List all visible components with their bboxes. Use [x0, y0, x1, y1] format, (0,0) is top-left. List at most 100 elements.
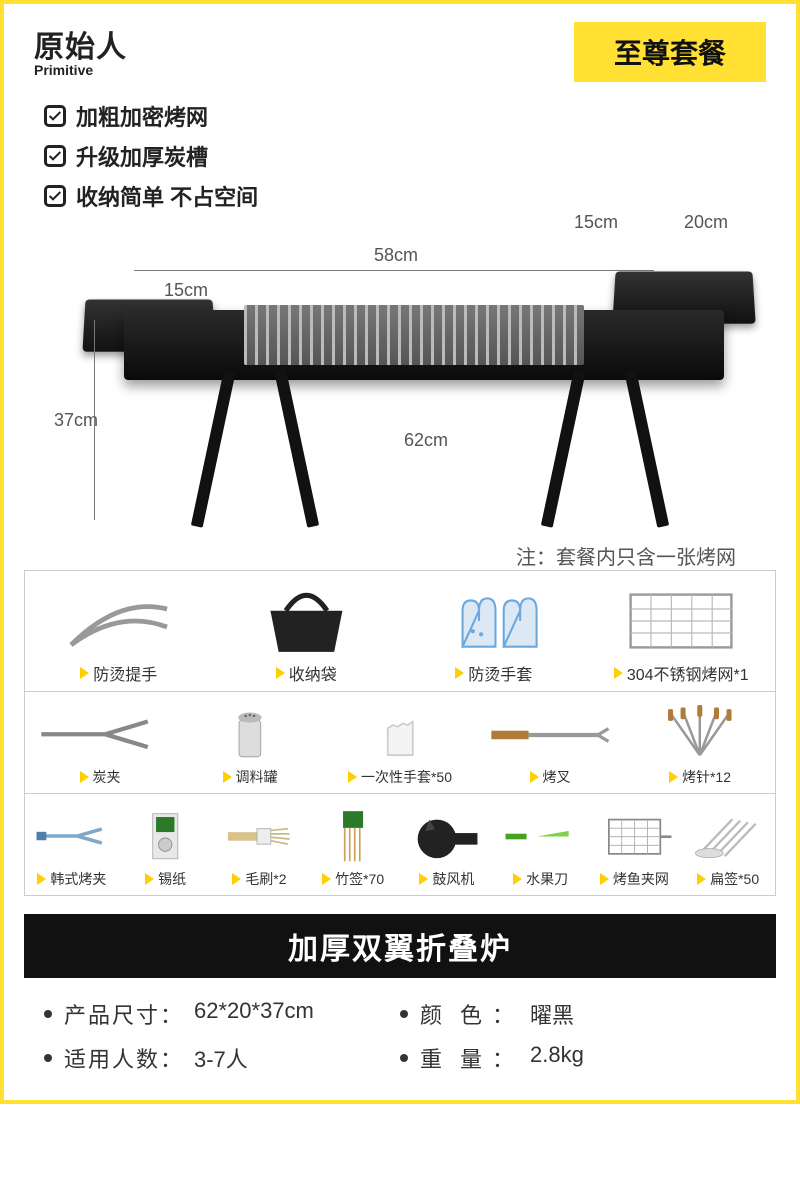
feature-item: 收纳简单 不占空间: [44, 180, 796, 212]
spec-row: 产品尺寸： 62*20*37cm: [44, 992, 400, 1036]
dim-center: 58cm: [374, 245, 418, 266]
accessory-label: 韩式烤夹: [37, 869, 106, 889]
spec-val: 2.8kg: [530, 1042, 756, 1074]
spec-val: 62*20*37cm: [194, 998, 400, 1030]
accessory-grid: 防烫提手 收纳袋 防烫手套 304不锈钢烤网*1 炭夹 调料罐 一次性手套*50 烤叉 烤针*…: [24, 570, 776, 896]
fishgrid-icon: [592, 804, 678, 869]
triangle-icon: [80, 667, 89, 679]
triangle-icon: [530, 771, 539, 783]
plastic-glove-icon: [329, 702, 471, 767]
accessory-row: 防烫提手 收纳袋 防烫手套 304不锈钢烤网*1: [25, 571, 775, 692]
feature-text: 收纳简单 不占空间: [76, 180, 258, 212]
accessory-cell: 调料罐: [175, 692, 325, 793]
spec-table: 产品尺寸： 62*20*37cm 颜色： 曜黑 适用人数： 3-7人 重量： 2…: [4, 988, 796, 1100]
shaker-icon: [179, 702, 321, 767]
triangle-icon: [697, 873, 706, 885]
kclip-icon: [29, 804, 115, 869]
clip-icon: [29, 702, 171, 767]
accessory-label: 防烫手套: [455, 661, 532, 685]
accessory-cell: 炭夹: [25, 692, 175, 793]
spec-row: 颜色： 曜黑: [400, 992, 756, 1036]
accessory-cell: 收纳袋: [213, 571, 401, 691]
dim-depth: 20cm: [684, 212, 728, 233]
spec-row: 适用人数： 3-7人: [44, 1036, 400, 1080]
bag-icon: [217, 581, 397, 661]
feature-text: 加粗加密烤网: [76, 100, 208, 132]
triangle-icon: [348, 771, 357, 783]
hero-diagram: 15cm 58cm 15cm 20cm 37cm 62cm 注：套餐内只含一张烤…: [24, 220, 776, 570]
feature-list: 加粗加密烤网 升级加厚炭槽 收纳简单 不占空间: [4, 82, 796, 212]
dim-legspan: 62cm: [404, 430, 448, 451]
accessory-label: 烤叉: [530, 767, 571, 787]
skewers-icon: [629, 702, 771, 767]
accessory-cell: 防烫提手: [25, 571, 213, 691]
knife-icon: [498, 804, 584, 869]
hero-note: 注：套餐内只含一张烤网: [516, 541, 736, 570]
accessory-label: 扁签*50: [697, 869, 759, 889]
check-icon: [44, 105, 66, 127]
triangle-icon: [419, 873, 428, 885]
triangle-icon: [669, 771, 678, 783]
accessory-cell: 水果刀: [494, 794, 588, 895]
package-badge: 至尊套餐: [574, 22, 766, 82]
accessory-label: 烤针*12: [669, 767, 731, 787]
accessory-cell: 烤鱼夹网: [588, 794, 682, 895]
dim-right-tray: 15cm: [574, 212, 618, 233]
spec-key: 产品尺寸：: [64, 998, 194, 1030]
accessory-label: 收纳袋: [276, 661, 337, 685]
spec-row: 重量： 2.8kg: [400, 1036, 756, 1080]
flatskewer-icon: [685, 804, 771, 869]
accessory-label: 调料罐: [223, 767, 278, 787]
accessory-cell: 扁签*50: [681, 794, 775, 895]
accessory-label: 防烫提手: [80, 661, 157, 685]
triangle-icon: [513, 873, 522, 885]
spec-key: 重量：: [420, 1042, 500, 1074]
feature-item: 加粗加密烤网: [44, 100, 796, 132]
accessory-cell: 一次性手套*50: [325, 692, 475, 793]
check-icon: [44, 185, 66, 207]
brand-en: Primitive: [34, 62, 127, 78]
header: 原始人 Primitive 至尊套餐: [4, 4, 796, 82]
accessory-cell: 竹签*70: [306, 794, 400, 895]
accessory-cell: 304不锈钢烤网*1: [588, 571, 776, 691]
spec-val: 曜黑: [530, 998, 756, 1030]
spec-key: 适用人数：: [64, 1042, 194, 1074]
spec-key: 颜色：: [420, 998, 500, 1030]
accessory-label: 毛刷*2: [232, 869, 286, 889]
triangle-icon: [322, 873, 331, 885]
check-icon: [44, 145, 66, 167]
accessory-cell: 烤叉: [475, 692, 625, 793]
triangle-icon: [276, 667, 285, 679]
triangle-icon: [37, 873, 46, 885]
accessory-label: 竹签*70: [322, 869, 384, 889]
accessory-row: 炭夹 调料罐 一次性手套*50 烤叉 烤针*12: [25, 692, 775, 794]
triangle-icon: [80, 771, 89, 783]
accessory-cell: 锡纸: [119, 794, 213, 895]
mesh-icon: [592, 581, 772, 661]
bamboo-icon: [310, 804, 396, 869]
foil-icon: [123, 804, 209, 869]
accessory-label: 一次性手套*50: [348, 767, 452, 787]
brand-cn: 原始人: [34, 22, 127, 66]
accessory-label: 水果刀: [513, 869, 568, 889]
triangle-icon: [614, 667, 623, 679]
brush-icon: [217, 804, 303, 869]
accessory-label: 炭夹: [80, 767, 121, 787]
accessory-label: 烤鱼夹网: [600, 869, 669, 889]
feature-text: 升级加厚炭槽: [76, 140, 208, 172]
accessory-cell: 毛刷*2: [213, 794, 307, 895]
spec-val: 3-7人: [194, 1042, 400, 1074]
dim-height: 37cm: [54, 410, 98, 431]
fork-icon: [479, 702, 621, 767]
title-bar: 加厚双翼折叠炉: [24, 914, 776, 978]
gloves-icon: [404, 581, 584, 661]
triangle-icon: [600, 873, 609, 885]
triangle-icon: [145, 873, 154, 885]
accessory-label: 鼓风机: [419, 869, 474, 889]
accessory-cell: 烤针*12: [625, 692, 775, 793]
triangle-icon: [232, 873, 241, 885]
triangle-icon: [455, 667, 464, 679]
tongs-icon: [29, 581, 209, 661]
accessory-cell: 防烫手套: [400, 571, 588, 691]
dim-left-tray: 15cm: [164, 280, 208, 301]
